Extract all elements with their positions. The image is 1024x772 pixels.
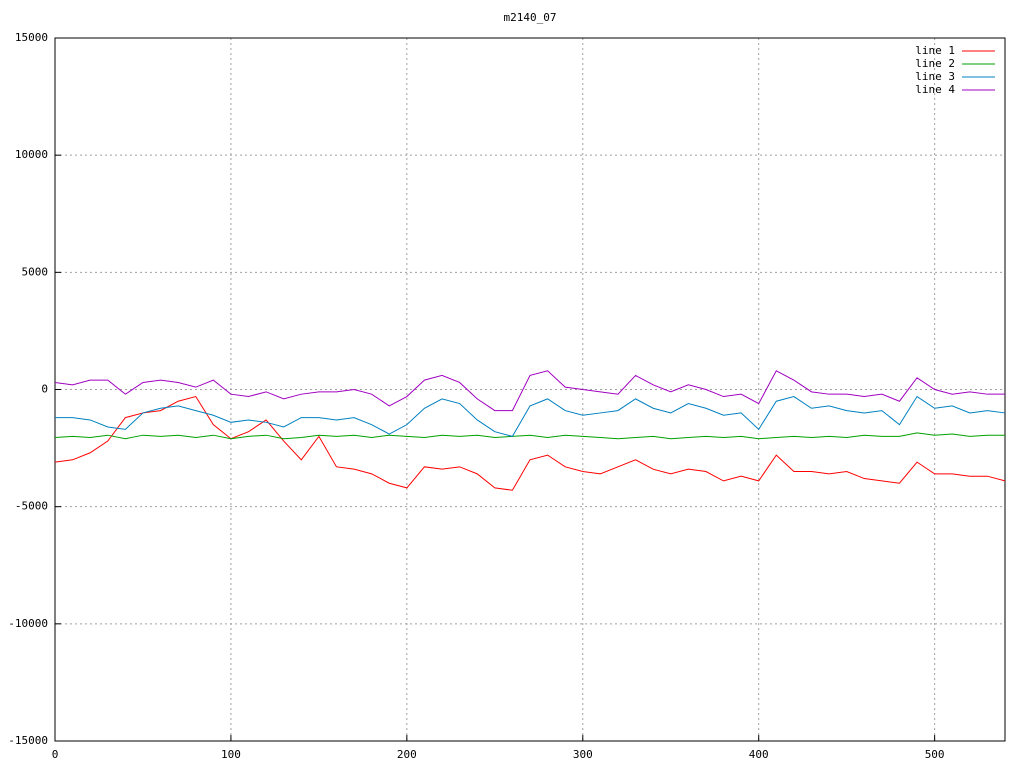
series-line bbox=[54, 395, 1006, 491]
y-tick-label: 10000 bbox=[15, 148, 48, 161]
y-tick-label: -15000 bbox=[8, 734, 48, 747]
x-tick-label: 0 bbox=[52, 748, 59, 761]
chart-title: m2140_07 bbox=[504, 11, 557, 24]
series-line bbox=[55, 395, 1006, 437]
x-tick-label: 400 bbox=[749, 748, 769, 761]
legend-label: line 1 bbox=[915, 44, 955, 57]
y-tick-label: 5000 bbox=[22, 265, 49, 278]
x-tick-label: 200 bbox=[397, 748, 417, 761]
x-tick-label: 300 bbox=[573, 748, 593, 761]
x-tick-label: 100 bbox=[221, 748, 241, 761]
legend-label: line 2 bbox=[915, 57, 955, 70]
y-tick-label: -10000 bbox=[8, 617, 48, 630]
legend-label: line 4 bbox=[915, 83, 955, 96]
y-tick-label: 0 bbox=[41, 383, 48, 396]
series-line bbox=[54, 370, 1005, 412]
series-line bbox=[54, 432, 1005, 440]
legend-label: line 3 bbox=[915, 70, 955, 83]
y-tick-label: -5000 bbox=[15, 500, 48, 513]
y-tick-label: 15000 bbox=[15, 31, 48, 44]
plot-border bbox=[54, 37, 1006, 742]
x-tick-label: 500 bbox=[925, 748, 945, 761]
